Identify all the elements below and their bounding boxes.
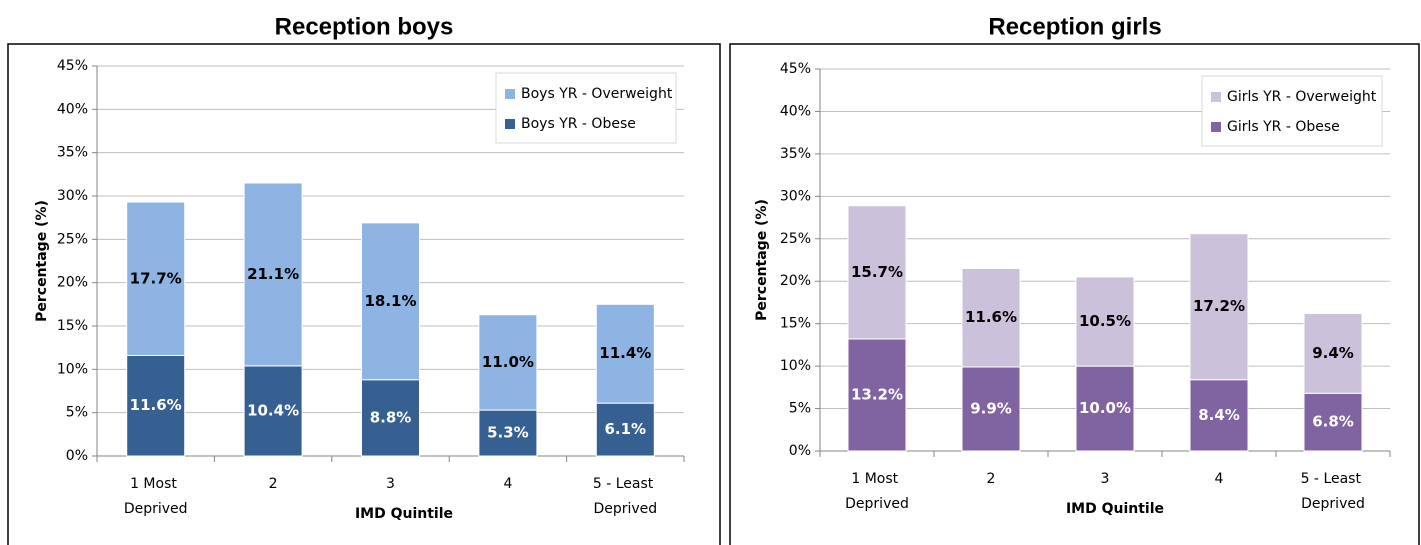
y-tick-label: 20%	[57, 275, 88, 291]
data-label: 9.9%	[970, 399, 1012, 417]
y-tick-label: 35%	[780, 146, 811, 162]
data-label: 11.4%	[599, 344, 651, 362]
chart-title: Reception girls	[988, 13, 1161, 40]
x-tick-line: Deprived	[845, 496, 909, 512]
data-label: 11.6%	[965, 308, 1017, 326]
legend-label: Girls YR - Overweight	[1227, 89, 1377, 105]
panel-border	[729, 43, 1420, 545]
data-label: 15.7%	[851, 263, 903, 281]
data-label: 17.7%	[130, 269, 182, 287]
x-tick-line: 1 Most	[130, 476, 181, 492]
y-tick-label: 25%	[780, 231, 811, 247]
x-tick-label: 2	[987, 471, 996, 487]
bar-segment	[847, 205, 907, 340]
x-tick-line: 1 Most	[851, 471, 902, 487]
bar-segment	[1189, 379, 1249, 452]
y-tick-label: 15%	[57, 318, 88, 334]
data-label: 5.3%	[487, 424, 529, 442]
y-tick-label: 45%	[780, 61, 811, 77]
bar-segment	[1189, 233, 1249, 381]
y-tick-label: 5%	[66, 405, 88, 421]
data-label: 6.8%	[1312, 413, 1354, 431]
y-axis-title: Percentage (%)	[34, 200, 50, 322]
data-label: 18.1%	[364, 292, 416, 310]
legend-swatch	[1211, 92, 1221, 102]
bar-segment	[847, 338, 907, 452]
y-tick-label: 35%	[57, 145, 88, 161]
y-tick-label: 5%	[789, 401, 811, 417]
bar-segment	[361, 222, 420, 381]
x-tick-line: Deprived	[124, 501, 188, 517]
data-label: 11.0%	[482, 353, 534, 371]
data-label: 17.2%	[1193, 297, 1245, 315]
x-tick-line: Deprived	[1301, 496, 1365, 512]
x-tick-line: 5 - Least	[593, 476, 658, 492]
legend-label: Boys YR - Obese	[521, 116, 636, 132]
x-tick-label: 1 Most Deprived	[124, 476, 188, 517]
data-label: 8.4%	[1198, 406, 1240, 424]
bar-segment	[961, 267, 1021, 368]
bar-segment	[478, 409, 538, 457]
data-label: 10.4%	[247, 401, 299, 419]
x-tick-label: 1 Most Deprived	[845, 471, 909, 512]
x-tick-label: 3	[386, 476, 395, 492]
bar-segment	[595, 303, 655, 404]
bar-segment	[126, 201, 186, 356]
data-label: 21.1%	[247, 265, 299, 283]
x-tick-label: 4	[1215, 471, 1224, 487]
bar-segment	[361, 379, 420, 457]
legend-swatch	[505, 119, 515, 129]
data-label: 11.6%	[130, 396, 182, 414]
data-label: 13.2%	[851, 385, 903, 403]
chart-title: Reception boys	[275, 13, 454, 40]
data-label: 6.1%	[604, 420, 646, 438]
bar-segment	[1303, 392, 1363, 452]
bar-segment	[1303, 312, 1363, 394]
bar-segment	[595, 402, 655, 457]
data-label: 8.8%	[370, 408, 412, 426]
y-tick-label: 0%	[66, 448, 88, 464]
legend-swatch	[505, 89, 515, 99]
y-axis-title: Percentage (%)	[754, 199, 770, 321]
data-label: 9.4%	[1312, 344, 1354, 362]
y-tick-label: 20%	[780, 273, 811, 289]
x-axis-title: IMD Quintile	[355, 506, 453, 522]
y-tick-label: 25%	[57, 231, 88, 247]
bar-segment	[961, 366, 1021, 452]
y-tick-label: 40%	[57, 101, 88, 117]
y-tick-label: 10%	[780, 358, 811, 374]
legend-swatch	[1211, 122, 1221, 132]
legend-box	[1201, 75, 1383, 147]
x-tick-label: 5 - Least Deprived	[1301, 471, 1366, 512]
x-tick-label: 3	[1101, 471, 1110, 487]
data-label: 10.5%	[1079, 312, 1131, 330]
y-tick-label: 10%	[57, 361, 88, 377]
y-tick-label: 40%	[780, 103, 811, 119]
y-tick-label: 30%	[57, 188, 88, 204]
x-tick-label: 2	[269, 476, 278, 492]
bar-segment	[478, 314, 538, 411]
legend-label: Boys YR - Overweight	[521, 86, 673, 102]
x-tick-label: 5 - Least Deprived	[593, 476, 658, 517]
bar-segment	[126, 354, 186, 457]
bar-segment	[243, 365, 303, 457]
panel-border	[7, 43, 721, 545]
y-tick-label: 0%	[789, 443, 811, 459]
x-tick-line: 5 - Least	[1301, 471, 1366, 487]
legend-box	[495, 72, 677, 144]
bar-segment	[1075, 276, 1135, 367]
y-tick-label: 30%	[780, 188, 811, 204]
bar-segment	[243, 182, 303, 367]
x-axis-title: IMD Quintile	[1066, 501, 1164, 517]
x-tick-label: 4	[503, 476, 512, 492]
x-tick-line: Deprived	[593, 501, 657, 517]
y-tick-label: 15%	[780, 316, 811, 332]
data-label: 10.0%	[1079, 399, 1131, 417]
y-tick-label: 45%	[57, 58, 88, 74]
legend-label: Girls YR - Obese	[1227, 119, 1340, 135]
